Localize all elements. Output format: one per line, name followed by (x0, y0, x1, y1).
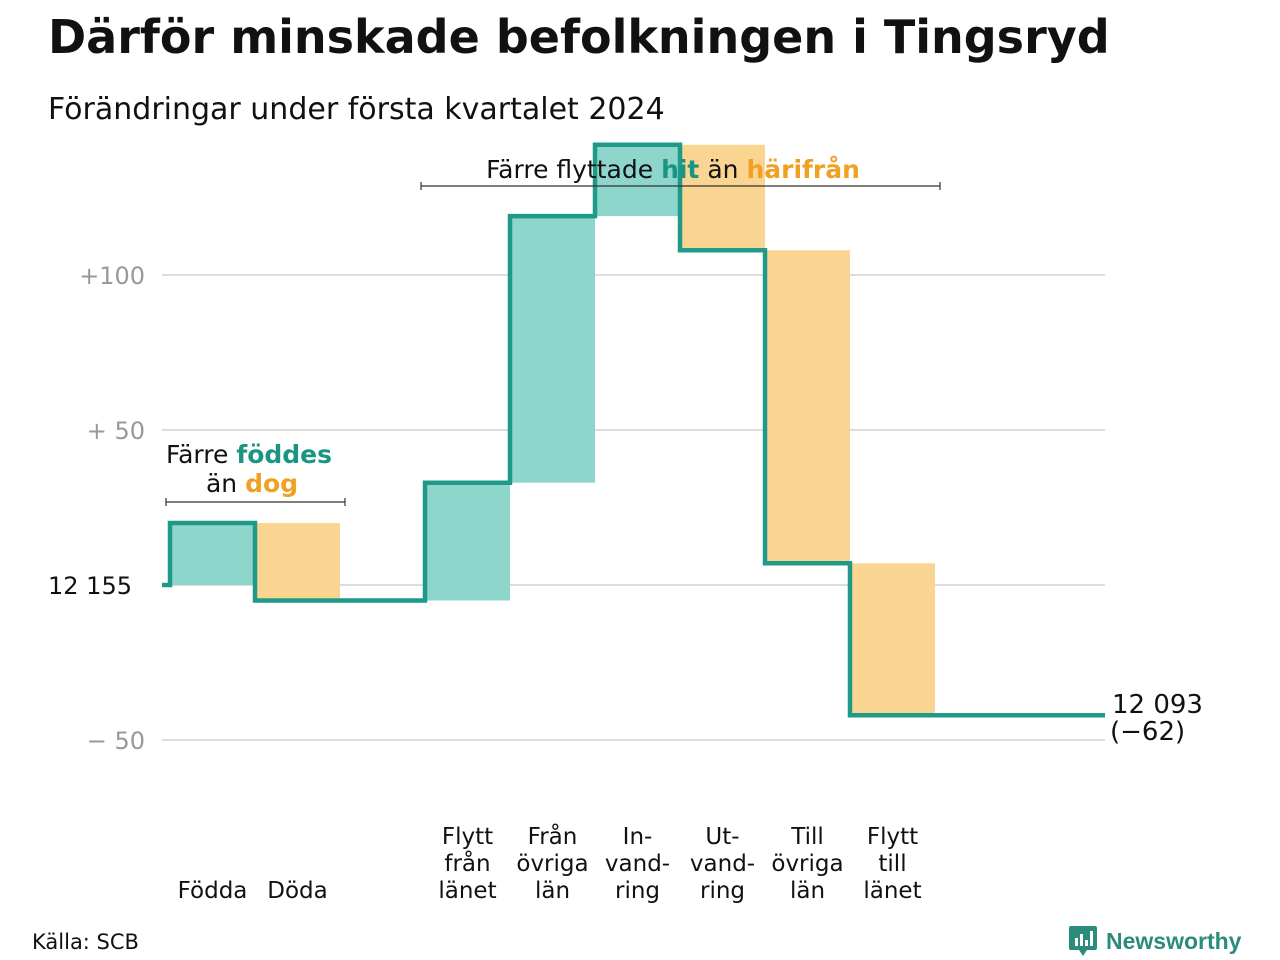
annotation-births-deaths: Färre föddes (166, 440, 332, 469)
category-label: Från (528, 822, 578, 850)
step-bar (850, 563, 935, 716)
annotation-births-deaths: än dog (206, 469, 298, 498)
step-bar (765, 250, 850, 564)
category-label: ring (615, 878, 660, 904)
step-bar (255, 523, 340, 601)
final-value-label: 12 093 (1112, 690, 1203, 720)
category-label: Flytt (442, 824, 493, 850)
category-label: Döda (267, 878, 327, 904)
category-label: Födda (178, 878, 248, 904)
y-tick-label: +100 (79, 262, 145, 290)
category-label: länet (863, 878, 921, 904)
y-tick-label: 12 155 (48, 572, 132, 600)
step-bar (425, 482, 510, 601)
category-label: Ut- (705, 824, 739, 850)
category-label: Flytt (867, 824, 918, 850)
category-label: länet (438, 878, 496, 904)
category-label: till (878, 851, 906, 877)
annotation-migration: Färre flyttade hit än härifrån (486, 155, 860, 184)
chart-title: Därför minskade befolkningen i Tingsryd (48, 10, 1110, 64)
category-label: vand- (690, 851, 755, 877)
category-label: övriga (516, 851, 588, 877)
y-tick-label: − 50 (87, 727, 145, 755)
category-label: ring (700, 878, 745, 904)
brand-name: Newsworthy (1106, 927, 1242, 954)
step-bar (170, 523, 255, 585)
category-label: län (790, 878, 825, 904)
category-label: In- (623, 824, 653, 850)
bar-chart-icon (1069, 926, 1097, 956)
cumulative-line (162, 142, 1105, 718)
step-bar (680, 144, 765, 251)
step-bar (510, 216, 595, 483)
step-bar (595, 144, 680, 217)
newsworthy-logo: Newsworthy (1068, 924, 1241, 958)
category-label: från (444, 849, 490, 877)
chart-subtitle: Förändringar under första kvartalet 2024 (48, 92, 665, 127)
category-label: övriga (771, 851, 843, 877)
source-label: Källa: SCB (32, 930, 139, 954)
y-tick-label: + 50 (87, 417, 145, 445)
category-label: vand- (605, 851, 670, 877)
category-label: Till (790, 824, 824, 850)
category-label: län (535, 878, 570, 904)
final-change-label: (−62) (1110, 717, 1185, 747)
